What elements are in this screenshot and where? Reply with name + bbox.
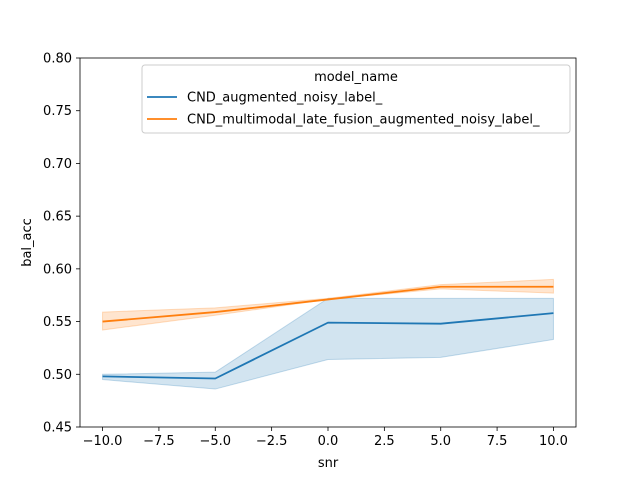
y-tick-label: 0.70 <box>43 157 72 172</box>
legend: model_name CND_augmented_noisy_label_CND… <box>141 64 571 134</box>
x-axis-label: snr <box>318 456 339 471</box>
confidence-bands <box>102 278 554 390</box>
y-tick-label: 0.75 <box>43 104 72 119</box>
x-axis-ticks: −10.0 −7.5 −5.0 −2.5 0.0 2.5 5.0 7.5 10.0 <box>83 427 568 449</box>
series-line-2 <box>102 285 554 323</box>
x-tick-label: 2.5 <box>374 434 395 449</box>
series-line-1 <box>102 312 554 380</box>
legend-label-1: CND_augmented_noisy_label_ <box>187 91 383 106</box>
confidence-band-1 <box>102 297 554 390</box>
legend-box <box>141 64 571 134</box>
y-axis-ticks: 0.45 0.50 0.55 0.60 0.65 0.70 0.75 0.80 <box>43 52 80 436</box>
y-tick-label: 0.50 <box>43 368 72 383</box>
x-tick-label: 5.0 <box>430 434 451 449</box>
series-lines <box>102 285 554 380</box>
y-tick-label: 0.55 <box>43 315 72 330</box>
x-tick-label: −10.0 <box>83 434 123 449</box>
x-tick-label: −5.0 <box>199 434 231 449</box>
legend-title: model_name <box>314 70 398 85</box>
y-tick-label: 0.45 <box>43 421 72 436</box>
x-tick-label: −2.5 <box>256 434 288 449</box>
x-tick-label: 10.0 <box>539 434 568 449</box>
x-tick-label: 7.5 <box>487 434 508 449</box>
y-tick-label: 0.60 <box>43 262 72 277</box>
y-axis-label: bal_acc <box>20 218 35 267</box>
x-tick-label: −7.5 <box>143 434 175 449</box>
legend-entries: CND_augmented_noisy_label_ CND_multimodal… <box>147 91 540 128</box>
y-tick-label: 0.80 <box>43 52 72 67</box>
x-tick-label: 0.0 <box>318 434 339 449</box>
y-tick-label: 0.65 <box>43 210 72 225</box>
legend-label-2: CND_multimodal_late_fusion_augmented_noi… <box>187 113 540 128</box>
confidence-band-2 <box>102 278 554 331</box>
